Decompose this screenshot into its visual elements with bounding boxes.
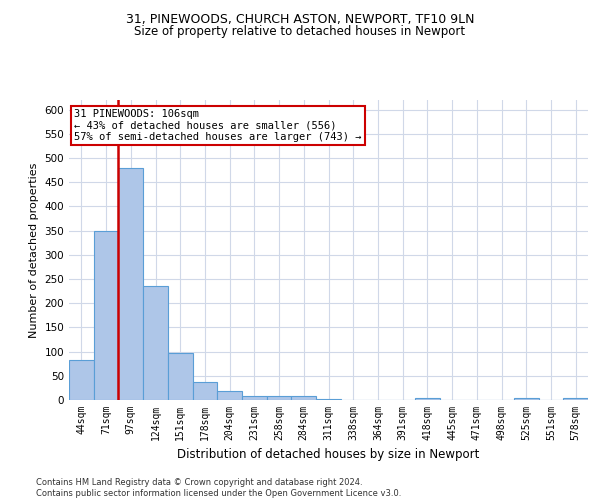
Bar bbox=[217, 392, 242, 400]
Text: Size of property relative to detached houses in Newport: Size of property relative to detached ho… bbox=[134, 25, 466, 38]
Bar bbox=[118, 168, 143, 400]
Y-axis label: Number of detached properties: Number of detached properties bbox=[29, 162, 39, 338]
Text: Contains HM Land Registry data © Crown copyright and database right 2024.
Contai: Contains HM Land Registry data © Crown c… bbox=[36, 478, 401, 498]
Text: 31, PINEWOODS, CHURCH ASTON, NEWPORT, TF10 9LN: 31, PINEWOODS, CHURCH ASTON, NEWPORT, TF… bbox=[126, 12, 474, 26]
Text: 31 PINEWOODS: 106sqm
← 43% of detached houses are smaller (556)
57% of semi-deta: 31 PINEWOODS: 106sqm ← 43% of detached h… bbox=[74, 109, 362, 142]
Bar bbox=[143, 286, 168, 400]
Bar bbox=[563, 398, 588, 400]
Bar bbox=[514, 398, 539, 400]
Bar bbox=[168, 353, 193, 400]
Bar bbox=[69, 360, 94, 400]
Bar bbox=[267, 396, 292, 400]
Bar bbox=[292, 396, 316, 400]
Bar bbox=[193, 382, 217, 400]
Bar bbox=[94, 230, 118, 400]
Bar bbox=[316, 398, 341, 400]
X-axis label: Distribution of detached houses by size in Newport: Distribution of detached houses by size … bbox=[178, 448, 479, 462]
Bar bbox=[242, 396, 267, 400]
Bar bbox=[415, 398, 440, 400]
